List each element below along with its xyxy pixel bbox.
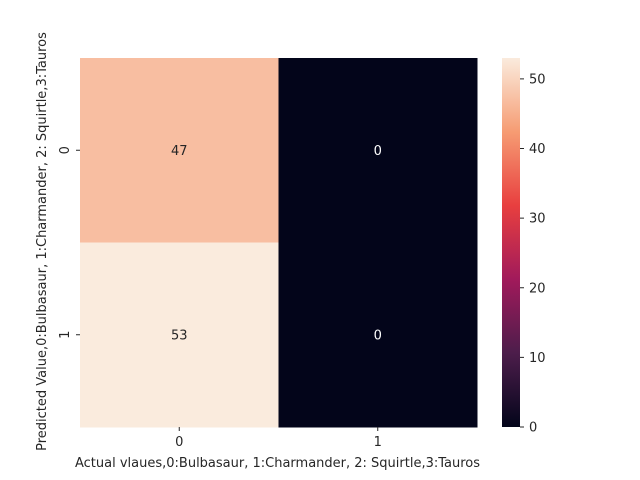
- y-axis-ticks: 01: [58, 146, 80, 339]
- cell-value-label: 0: [374, 328, 382, 343]
- colorbar-tick-label: 50: [529, 72, 546, 87]
- colorbar-tick-label: 10: [529, 351, 546, 366]
- y-tick-label: 1: [58, 331, 73, 339]
- y-tick-label: 0: [58, 146, 73, 154]
- colorbar-tick-label: 30: [529, 212, 546, 227]
- colorbar-ticks: 0 10 20 30 40 50: [520, 72, 546, 436]
- colorbar-tick-label: 20: [529, 281, 546, 296]
- heatmap-cell: [80, 242, 279, 428]
- cell-value-label: 0: [374, 144, 382, 159]
- heatmap-cell: [278, 58, 478, 243]
- colorbar-tick-label: 40: [529, 142, 546, 157]
- colorbar-tick-label: 0: [529, 421, 537, 436]
- heatmap-cells: [80, 58, 478, 428]
- heatmap-cell-labels: 47 0 53 0: [171, 144, 382, 344]
- x-tick-label: 1: [374, 435, 382, 450]
- heatmap-cell: [278, 242, 478, 428]
- cell-value-label: 53: [171, 328, 188, 343]
- heatmap-cell: [80, 58, 279, 243]
- colorbar: [502, 58, 520, 427]
- y-axis-label: Predicted Value,0:Bulbasaur, 1:Charmande…: [35, 32, 50, 451]
- x-axis-label: Actual vlaues,0:Bulbasaur, 1:Charmander,…: [75, 456, 480, 471]
- x-tick-label: 0: [175, 435, 183, 450]
- cell-value-label: 47: [171, 144, 188, 159]
